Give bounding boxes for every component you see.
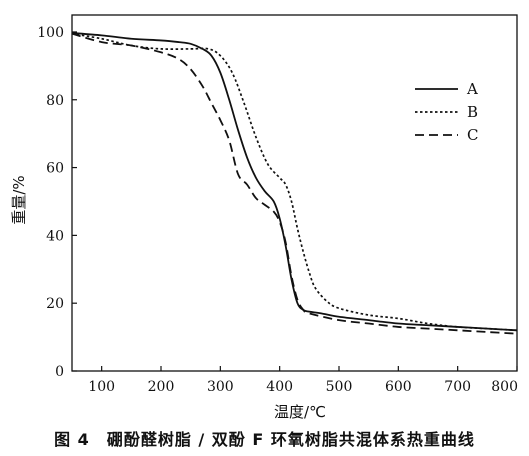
figure-caption: 图 4 硼酚醛树脂 / 双酚 F 环氧树脂共混体系热重曲线 [54, 430, 475, 449]
plot-frame [71, 14, 518, 372]
x-axis-ticks: 100 200 300 400 500 600 700 800 [88, 366, 518, 395]
y-tick-label: 60 [46, 161, 64, 177]
x-tick-label: 200 [148, 379, 175, 395]
x-tick-label: 500 [326, 379, 353, 395]
y-axis-title: 重量/% [10, 175, 28, 224]
y-tick-label: 0 [55, 364, 64, 380]
y-tick-label: 100 [37, 25, 64, 41]
series-lines [71, 32, 518, 335]
x-tick-label: 600 [385, 379, 412, 395]
x-tick-label: 100 [88, 379, 115, 395]
legend: ABC [415, 80, 478, 144]
series-line-A [71, 32, 518, 332]
y-tick-label: 80 [46, 93, 64, 109]
x-tick-label: 400 [266, 379, 293, 395]
x-axis-title: 温度/℃ [274, 403, 326, 421]
series-line-C [71, 32, 518, 335]
series-line-B [71, 32, 518, 332]
legend-label-A: A [466, 80, 478, 98]
y-tick-label: 40 [46, 228, 64, 244]
x-tick-label: 800 [491, 379, 518, 395]
y-axis-ticks: 0 20 40 60 80 100 [37, 25, 77, 380]
x-tick-label: 300 [207, 379, 234, 395]
y-tick-label: 20 [46, 296, 64, 312]
legend-label-C: C [467, 126, 478, 144]
x-tick-label: 700 [444, 379, 471, 395]
legend-label-B: B [467, 103, 478, 121]
